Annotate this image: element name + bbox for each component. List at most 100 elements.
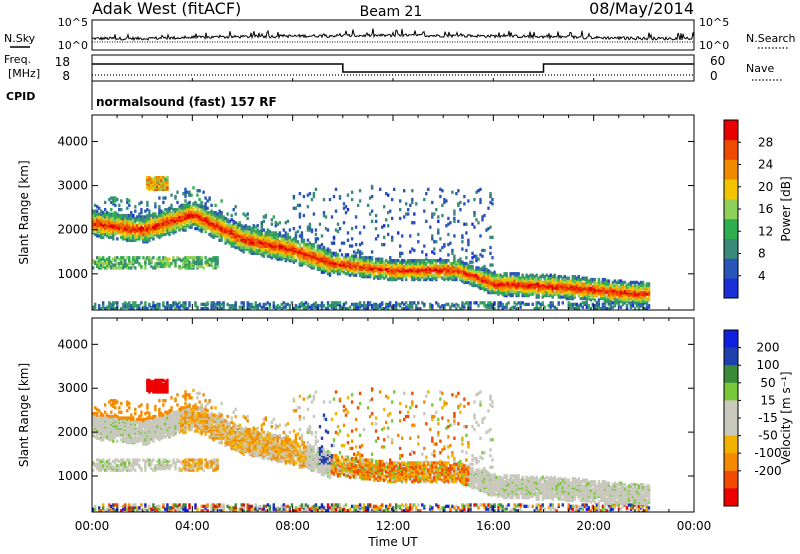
power-cell [128, 234, 131, 238]
power-cell [138, 202, 141, 206]
power-cell [118, 261, 121, 266]
power-cell [126, 206, 129, 210]
power-cell [190, 224, 193, 228]
power-cell [483, 264, 486, 269]
power-cell [407, 212, 410, 216]
velocity-cell [94, 504, 97, 508]
power-cell [140, 208, 143, 212]
power-cell [473, 280, 476, 285]
power-cell [383, 224, 386, 228]
power-cell [138, 256, 141, 260]
power-cell [178, 215, 181, 219]
power-cell [461, 247, 464, 251]
power-cell [467, 263, 470, 267]
power-cell [334, 209, 338, 213]
power-cell [437, 259, 440, 263]
power-cell [234, 304, 237, 308]
power-cell [268, 302, 271, 306]
power-cell [136, 256, 139, 260]
power-cell [142, 232, 145, 237]
power-cell [409, 203, 412, 207]
power-cell [467, 238, 470, 242]
power-cell [439, 237, 442, 241]
power-cell [405, 301, 408, 305]
power-cell [449, 221, 452, 225]
power-cell [354, 243, 358, 247]
power-cell [182, 305, 185, 309]
power-cell [110, 232, 113, 237]
power-cell [136, 224, 139, 228]
power-cell [230, 213, 233, 218]
power-cell [256, 248, 259, 253]
power-cell [328, 197, 332, 202]
power-cell [200, 200, 203, 205]
power-cell [370, 256, 374, 260]
power-cell [148, 176, 151, 180]
power-cell [112, 257, 115, 261]
power-cell [132, 213, 135, 218]
power-cell [104, 232, 107, 237]
power-cell [459, 257, 462, 261]
power-cell [489, 225, 492, 229]
power-cell [336, 222, 340, 226]
power-cell [126, 256, 129, 260]
power-cell [124, 261, 127, 266]
power-cell [164, 208, 167, 212]
power-cell [176, 302, 179, 306]
power-cell [527, 293, 530, 298]
power-cell [256, 231, 259, 235]
velocity-heatmap-cells [92, 378, 651, 513]
power-cell [92, 259, 95, 263]
power-cell [288, 304, 292, 308]
power-cell [130, 260, 133, 264]
power-cell [328, 248, 332, 253]
power-cell [144, 305, 147, 309]
power-cell [368, 212, 372, 216]
power-cell [174, 194, 177, 199]
power-cell [453, 219, 456, 223]
velocity-cell [96, 412, 99, 416]
power-cell [210, 203, 213, 207]
power-cell [130, 235, 133, 239]
power-cell [194, 256, 197, 260]
power-cell [160, 259, 163, 263]
power-cell [300, 231, 304, 235]
power-cell [312, 194, 316, 199]
power-cell [148, 260, 151, 264]
velocity-cell [98, 409, 101, 413]
power-cell [190, 256, 193, 260]
power-cell [409, 234, 412, 238]
power-cell [551, 295, 554, 299]
power-cell [214, 203, 217, 207]
power-cell [128, 301, 131, 305]
power-cell [118, 203, 121, 207]
velocity-cell [102, 503, 105, 507]
power-cell [531, 302, 534, 306]
power-cell [140, 211, 143, 215]
power-cell [234, 301, 237, 305]
power-cell [246, 216, 249, 221]
power-cell [447, 302, 450, 306]
power-cell [411, 304, 414, 308]
power-cell [180, 203, 183, 207]
power-cell [128, 225, 131, 229]
power-cell [262, 228, 265, 232]
power-cell [272, 215, 275, 219]
power-cell [527, 302, 530, 306]
power-cell [314, 187, 318, 191]
power-cell [186, 256, 189, 260]
power-cell [405, 202, 408, 206]
power-cell [469, 301, 472, 305]
power-cell [158, 261, 161, 266]
power-cell [208, 196, 211, 200]
power-cell [387, 224, 390, 228]
power-cell [114, 259, 117, 263]
power-cell [108, 218, 111, 222]
power-cell [519, 305, 522, 309]
power-cell [336, 253, 340, 257]
power-cell [413, 248, 416, 253]
power-cell [497, 301, 500, 305]
power-cell [340, 253, 344, 257]
power-cell [457, 189, 460, 193]
power-cell [140, 264, 143, 269]
